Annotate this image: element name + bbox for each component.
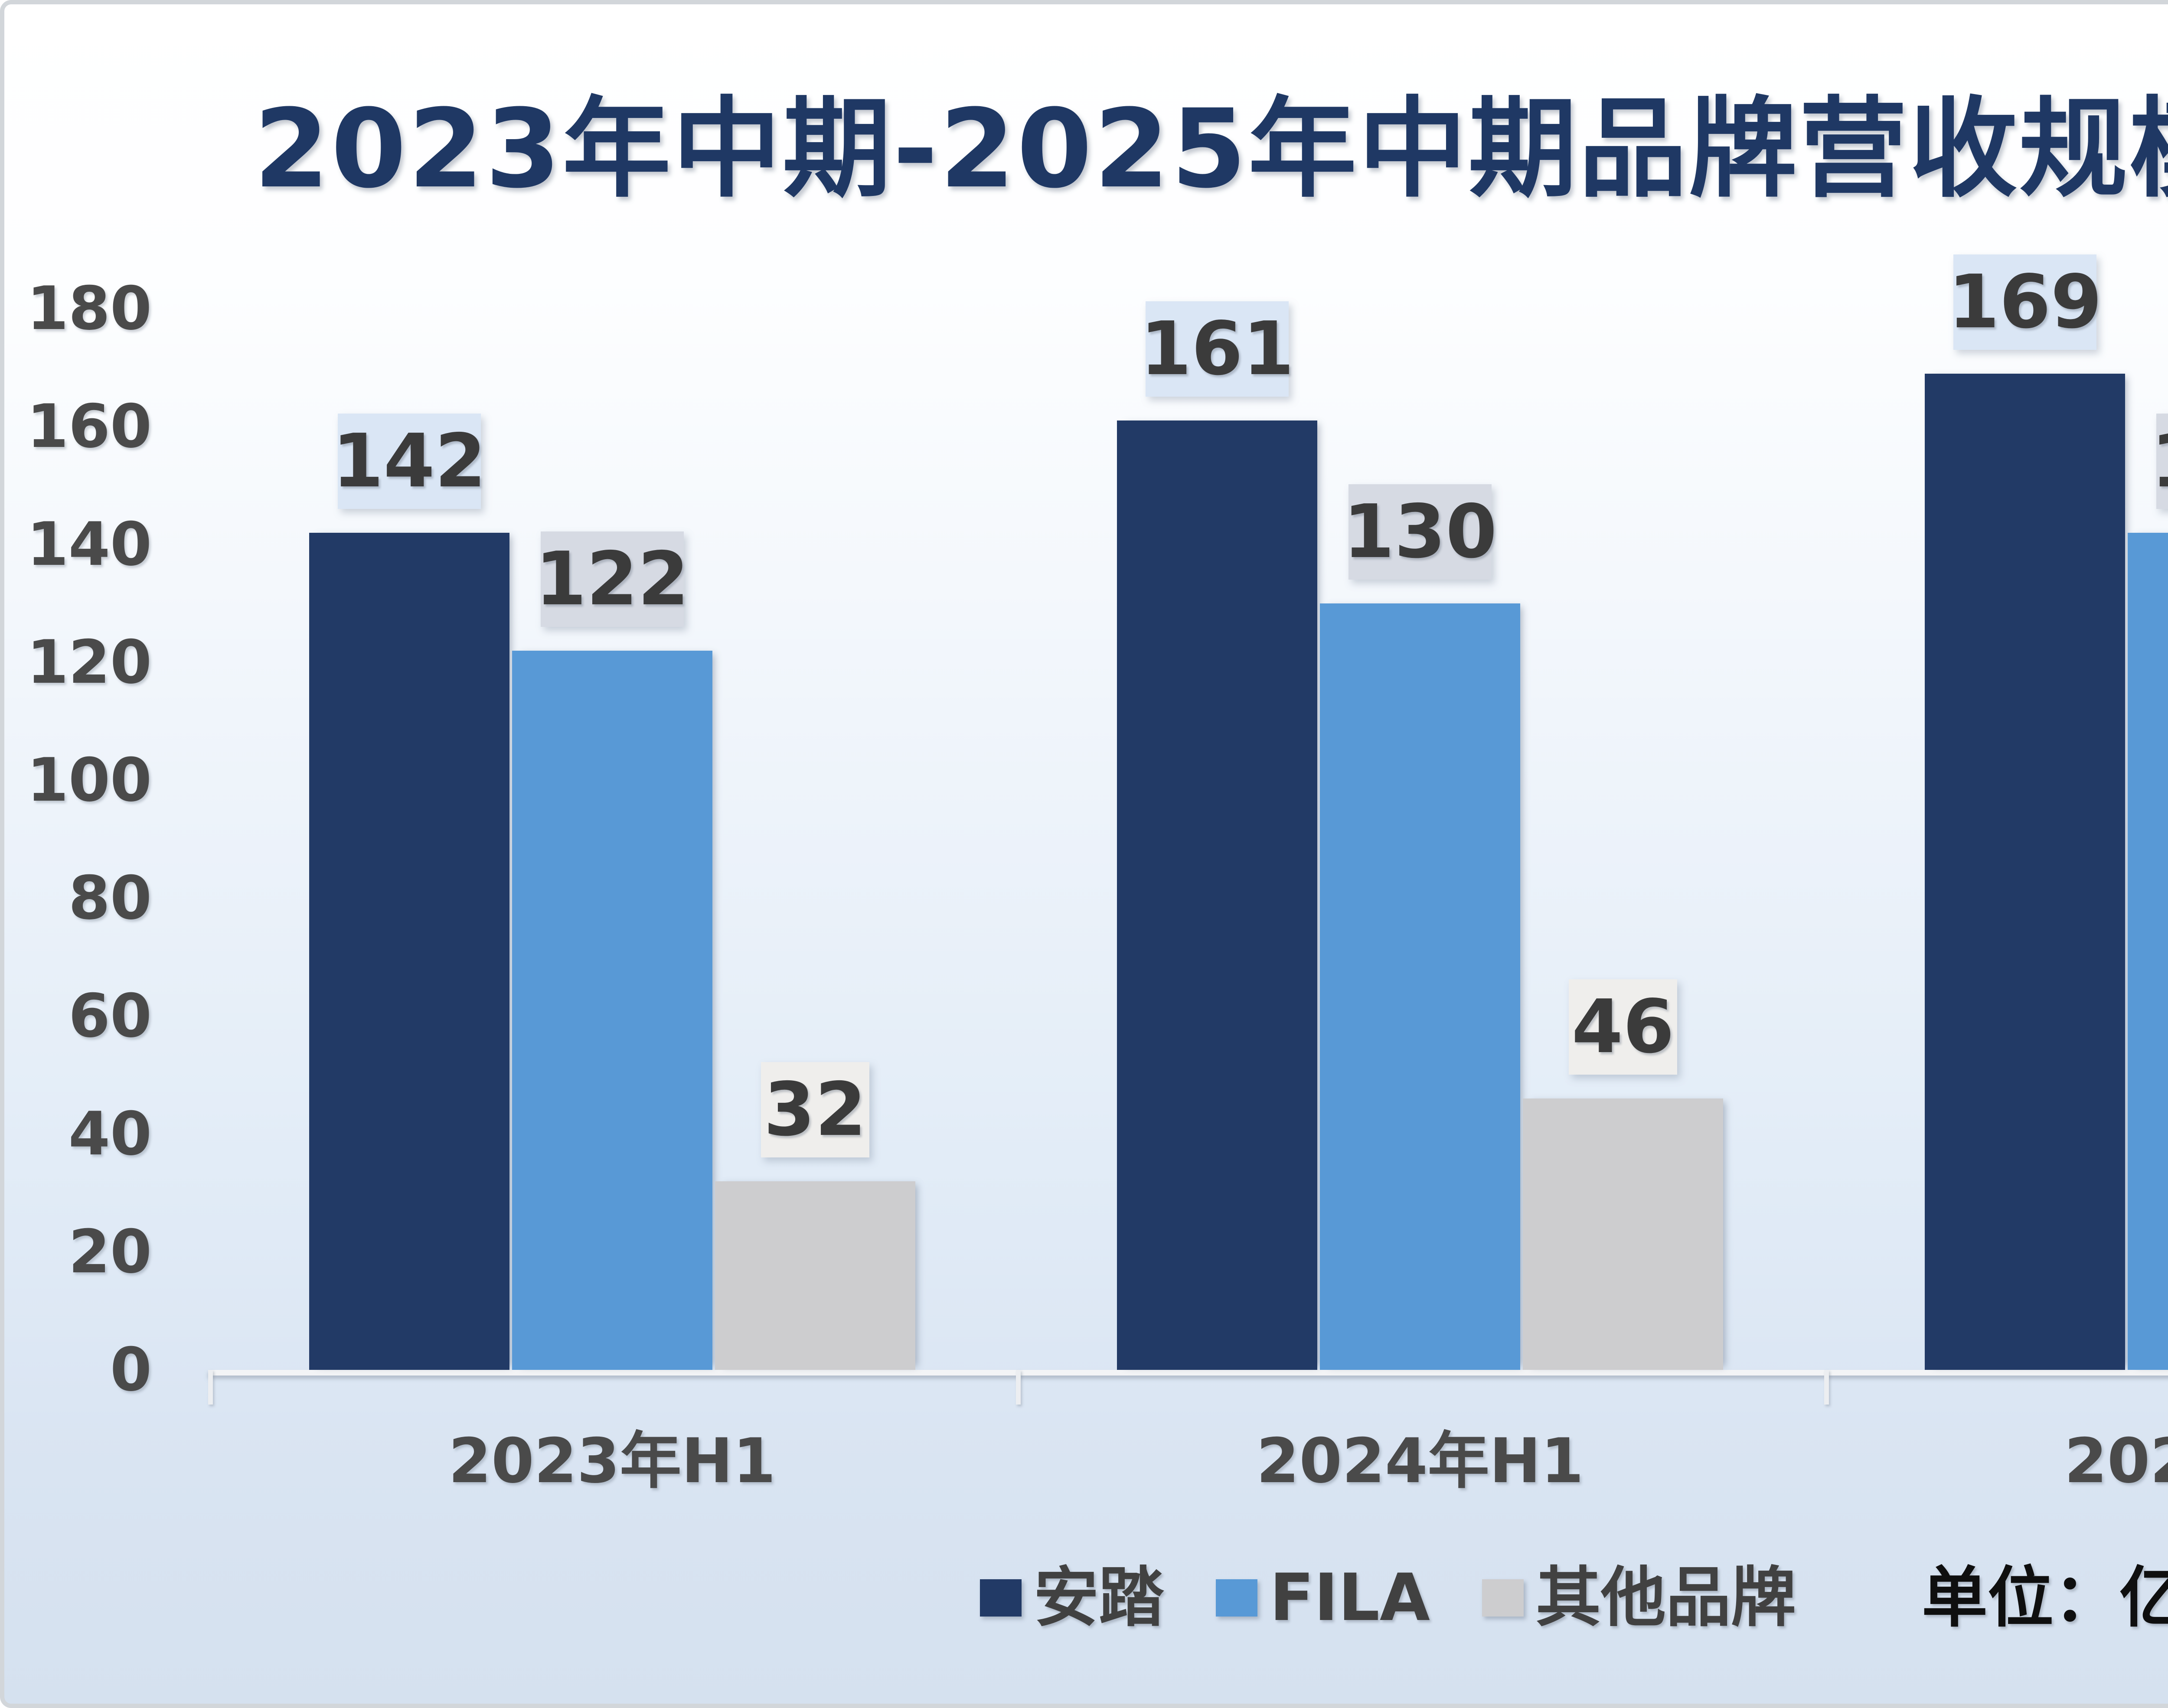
value-label-series3-2024年H1: 46 — [1569, 979, 1677, 1075]
x-category-label-2024年H1: 2024年H1 — [1256, 1425, 1584, 1497]
bar-series1-2024年H1 — [1117, 420, 1317, 1370]
x-category-label-2025年H1: 2025年H1 — [2064, 1425, 2168, 1497]
legend-swatch-icon — [1216, 1579, 1258, 1617]
legend-item-series2: FILA — [1216, 1565, 1430, 1630]
y-tick-label-40: 40 — [68, 1099, 152, 1169]
legend-label: 其他品牌 — [1535, 1560, 1796, 1636]
bar-series2-2024年H1 — [1320, 603, 1520, 1370]
value-label-series3-2023年H1: 32 — [761, 1062, 869, 1157]
y-tick-label-80: 80 — [68, 863, 152, 933]
y-tick-label-20: 20 — [68, 1217, 152, 1287]
y-tick-label-180: 180 — [26, 274, 152, 343]
x-axis-line — [208, 1370, 2168, 1376]
value-label-series2-2025年H1: 142 — [2151, 413, 2168, 509]
y-tick-label-0: 0 — [110, 1335, 152, 1405]
x-axis-tick — [1016, 1370, 1021, 1405]
x-axis-tick — [1824, 1370, 1829, 1405]
y-tick-label-120: 120 — [26, 627, 152, 697]
value-label-series2-2024年H1: 130 — [1343, 484, 1497, 580]
bar-series1-2023年H1 — [309, 532, 509, 1370]
value-label-series1-2023年H1: 142 — [332, 413, 486, 509]
y-tick-label-100: 100 — [26, 745, 152, 815]
legend-items: 安踏 FILA 其他品牌 — [980, 1565, 1796, 1630]
value-label-series1-2025年H1: 169 — [1948, 254, 2102, 350]
bar-series2-2023年H1 — [512, 650, 712, 1370]
chart-title: 2023年中期-2025年中期品牌营收规模变化 — [254, 86, 2168, 212]
y-tick-label-60: 60 — [68, 981, 152, 1051]
legend-item-series1: 安踏 — [980, 1565, 1164, 1630]
y-tick-label-140: 140 — [26, 509, 152, 579]
x-category-label-2023年H1: 2023年H1 — [448, 1425, 776, 1497]
legend-swatch-icon — [980, 1579, 1022, 1617]
x-axis-tick — [208, 1370, 213, 1405]
bar-series1-2025年H1 — [1925, 373, 2126, 1370]
legend-label: FILA — [1270, 1560, 1430, 1636]
bar-series3-2023年H1 — [715, 1181, 915, 1370]
unit-note: 单位：亿元 — [1921, 1559, 2168, 1636]
legend-swatch-icon — [1482, 1579, 1524, 1617]
value-label-series2-2023年H1: 122 — [535, 531, 689, 627]
legend-item-series3: 其他品牌 — [1482, 1565, 1796, 1630]
legend-label: 安踏 — [1034, 1560, 1164, 1636]
bar-series2-2025年H1 — [2128, 532, 2168, 1370]
y-tick-label-160: 160 — [26, 391, 152, 461]
value-label-series1-2024年H1: 161 — [1140, 301, 1294, 397]
bar-series3-2024年H1 — [1523, 1098, 1723, 1370]
